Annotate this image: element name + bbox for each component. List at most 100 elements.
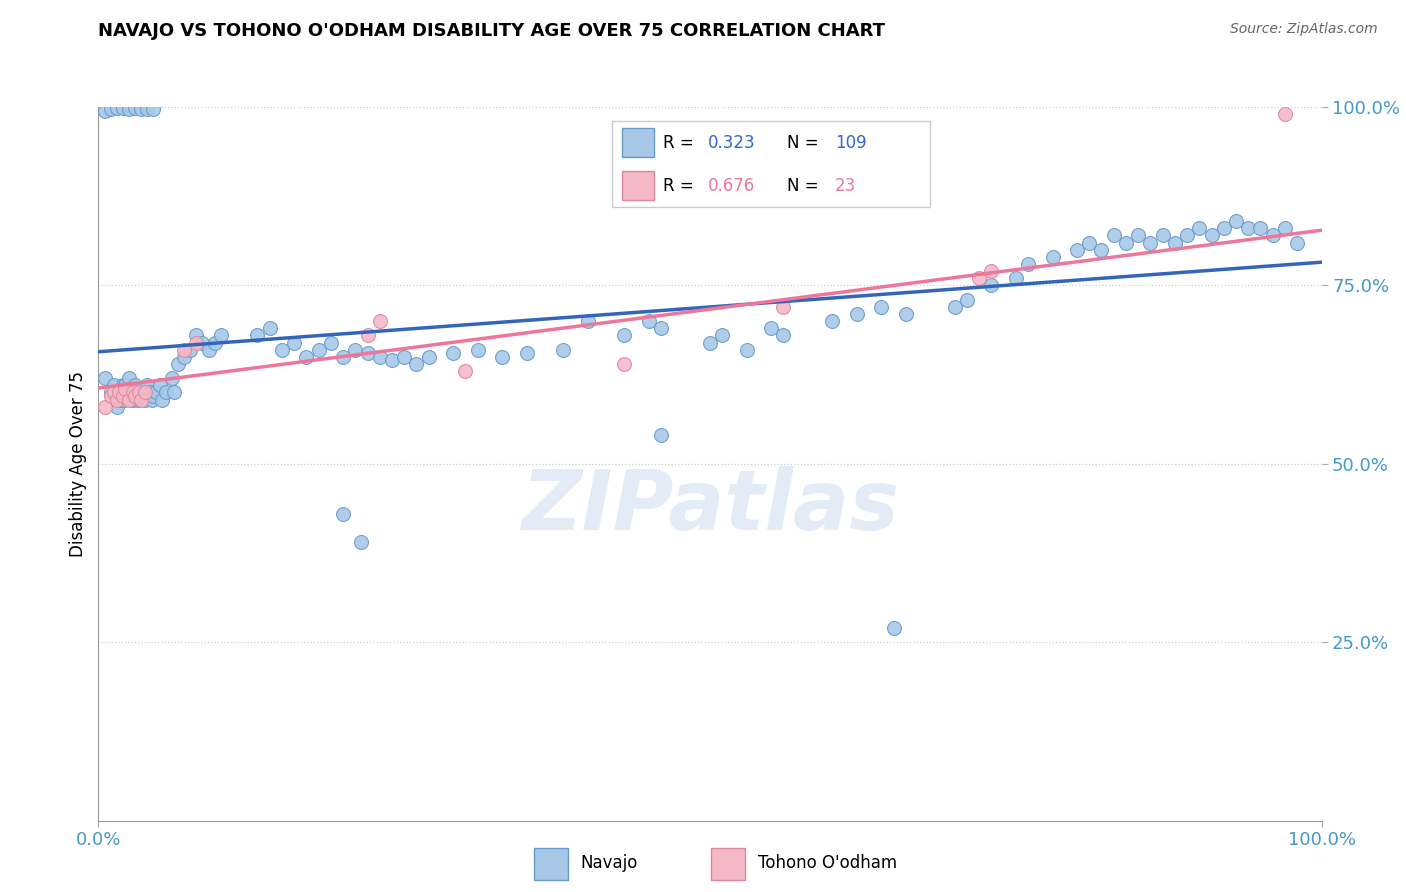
Point <box>308 343 330 357</box>
Point <box>163 385 186 400</box>
Point <box>121 392 143 407</box>
Point <box>1175 228 1198 243</box>
Point <box>491 350 513 364</box>
Point <box>128 385 150 400</box>
Point <box>650 428 672 442</box>
Point <box>711 328 734 343</box>
Point <box>103 385 125 400</box>
Point <box>110 392 132 407</box>
Point <box>576 314 599 328</box>
Point <box>1004 271 1026 285</box>
Point <box>405 357 427 371</box>
Point <box>344 343 367 357</box>
Point <box>134 385 156 400</box>
Point <box>93 400 115 414</box>
Point <box>1066 243 1088 257</box>
Point <box>356 328 378 343</box>
Point <box>120 385 142 400</box>
Point <box>1078 235 1101 250</box>
Point <box>350 535 373 549</box>
Point <box>1274 107 1296 121</box>
Point <box>332 350 354 364</box>
Point <box>93 371 115 385</box>
Point <box>1201 228 1223 243</box>
Point <box>637 314 661 328</box>
Point <box>418 350 440 364</box>
Point <box>128 382 150 396</box>
Point <box>772 328 794 343</box>
Point <box>142 389 165 403</box>
Text: Navajo: Navajo <box>581 854 638 872</box>
Point <box>553 343 575 357</box>
Point <box>1017 257 1039 271</box>
Point <box>1102 228 1125 243</box>
Point <box>105 400 128 414</box>
Point <box>613 357 636 371</box>
Point <box>1249 221 1271 235</box>
Point <box>894 307 917 321</box>
Point <box>186 328 208 343</box>
Point <box>93 103 115 118</box>
Point <box>283 335 305 350</box>
Point <box>173 350 195 364</box>
Point <box>735 343 758 357</box>
Point <box>270 343 294 357</box>
Point <box>870 300 893 314</box>
Point <box>129 392 152 407</box>
Point <box>108 385 131 400</box>
Point <box>167 357 190 371</box>
Point <box>1042 250 1064 264</box>
Point <box>111 389 134 403</box>
Point <box>118 102 141 116</box>
Point <box>150 392 173 407</box>
Point <box>191 335 214 350</box>
Point <box>515 346 537 360</box>
Point <box>1164 235 1187 250</box>
Point <box>821 314 844 328</box>
Point <box>319 335 342 350</box>
Y-axis label: Disability Age Over 75: Disability Age Over 75 <box>69 371 87 557</box>
FancyBboxPatch shape <box>534 848 568 880</box>
Point <box>1090 243 1112 257</box>
Point <box>1212 221 1234 235</box>
Point <box>1139 235 1161 250</box>
Text: Source: ZipAtlas.com: Source: ZipAtlas.com <box>1230 22 1378 37</box>
Point <box>980 278 1002 293</box>
Point <box>121 385 143 400</box>
Point <box>368 350 391 364</box>
Point <box>124 378 146 392</box>
Point <box>105 392 128 407</box>
Point <box>1286 235 1309 250</box>
Point <box>381 353 404 368</box>
Point <box>197 343 219 357</box>
Point <box>1188 221 1211 235</box>
Point <box>155 385 177 400</box>
Point <box>967 271 990 285</box>
Point <box>103 378 125 392</box>
Point <box>132 385 155 400</box>
Point <box>1225 214 1247 228</box>
Point <box>772 300 794 314</box>
Point <box>160 371 183 385</box>
Point <box>1115 235 1137 250</box>
Point <box>127 392 149 407</box>
Point <box>142 102 165 116</box>
Point <box>1261 228 1284 243</box>
Text: ZIPatlas: ZIPatlas <box>522 467 898 547</box>
Point <box>100 389 122 403</box>
Point <box>761 321 783 335</box>
Point <box>124 389 146 403</box>
Point <box>246 328 269 343</box>
Point <box>100 385 122 400</box>
Point <box>111 378 134 392</box>
Point <box>149 378 172 392</box>
FancyBboxPatch shape <box>711 848 745 880</box>
Text: Tohono O'odham: Tohono O'odham <box>758 854 897 872</box>
Point <box>883 621 905 635</box>
Point <box>650 321 672 335</box>
Point <box>186 335 208 350</box>
Point <box>114 382 136 396</box>
Point <box>259 321 281 335</box>
Point <box>136 102 159 116</box>
Point <box>145 385 167 400</box>
